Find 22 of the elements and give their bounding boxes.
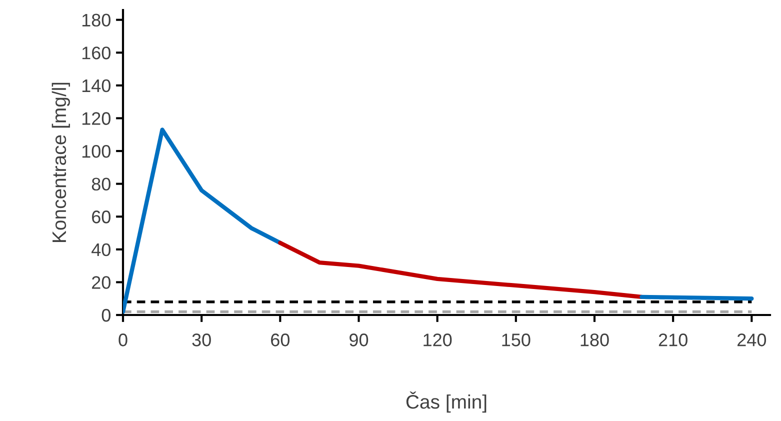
x-tick-label: 0	[118, 334, 128, 346]
y-tick-label: 180	[82, 14, 110, 27]
x-tick-label: 210	[658, 334, 688, 346]
y-tick-label: 80	[92, 178, 110, 191]
line-series	[123, 128, 282, 314]
y-axis-title: Koncentrace [mg/l]	[52, 82, 70, 242]
x-tick-label: 90	[350, 334, 368, 346]
x-axis-title: Čas [min]	[406, 392, 486, 413]
x-tick-label: 60	[271, 334, 290, 346]
x-tick-label: 150	[502, 334, 530, 346]
y-tick-label: 160	[82, 46, 110, 60]
y-tick-label: 120	[82, 112, 110, 125]
x-tick-label: 180	[580, 334, 609, 346]
y-tick-label: 140	[82, 79, 110, 92]
y-tick-label: 20	[92, 276, 110, 289]
y-tick-label: 40	[92, 243, 110, 256]
y-tick-label: 60	[92, 210, 110, 224]
y-tick-label: 0	[102, 308, 110, 322]
x-tick-label: 30	[192, 334, 211, 346]
x-tick-label: 240	[738, 334, 766, 346]
y-tick-label: 100	[82, 144, 110, 158]
x-tick-label: 120	[424, 334, 452, 346]
